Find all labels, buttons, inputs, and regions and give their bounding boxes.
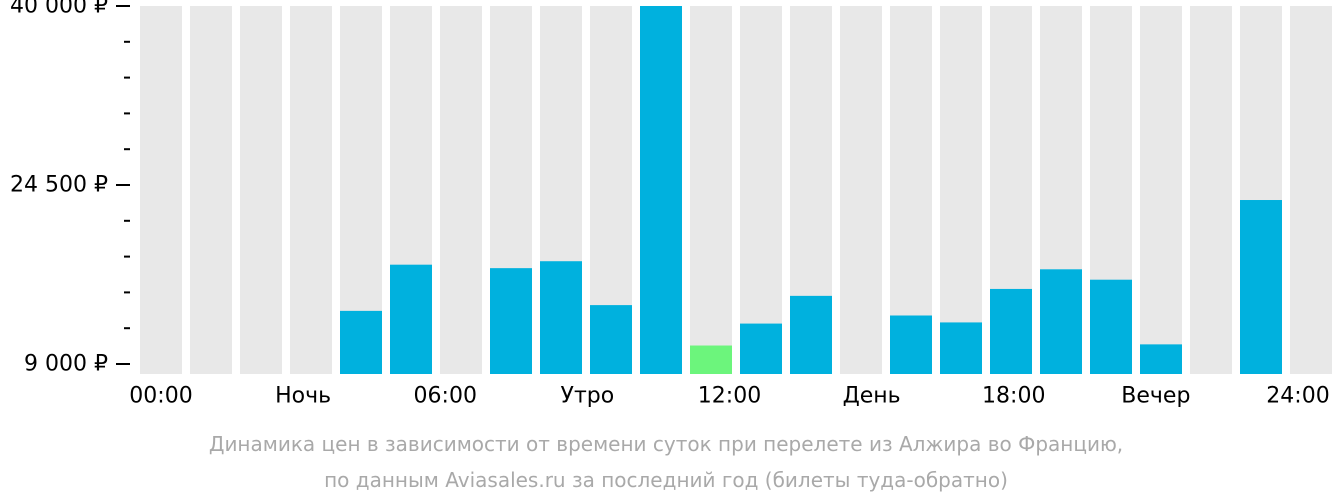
- background-columns: [140, 6, 1332, 374]
- bar-hour-5[interactable]: [390, 264, 432, 374]
- bar-hour-15[interactable]: [890, 315, 932, 374]
- x-tick-label: 00:00: [129, 384, 192, 409]
- y-axis: 40 000 ₽ 24 500 ₽ 9 000 ₽: [10, 0, 130, 377]
- caption-line-1: Динамика цен в зависимости от времени су…: [208, 432, 1124, 456]
- bar-hour-12[interactable]: [740, 323, 782, 374]
- background-column-23: [1290, 6, 1332, 374]
- background-column-2: [240, 6, 282, 374]
- bar-hour-9[interactable]: [590, 305, 632, 374]
- bar-hour-19[interactable]: [1090, 279, 1132, 374]
- bar-hour-13[interactable]: [790, 295, 832, 374]
- x-tick-label: Ночь: [275, 384, 331, 409]
- background-column-21: [1190, 6, 1232, 374]
- background-column-14: [840, 6, 882, 374]
- background-column-3: [290, 6, 332, 374]
- x-tick-label: 12:00: [698, 384, 761, 409]
- x-tick-label: 18:00: [982, 384, 1045, 409]
- caption-line-2: по данным Aviasales.ru за последний год …: [324, 468, 1008, 492]
- y-tick-label: 9 000 ₽: [24, 352, 108, 377]
- y-tick-label: 24 500 ₽: [10, 173, 108, 198]
- bar-hour-7[interactable]: [490, 268, 532, 374]
- background-column-1: [190, 6, 232, 374]
- x-tick-label: День: [843, 384, 901, 409]
- background-column-12: [740, 6, 782, 374]
- background-column-20: [1140, 6, 1182, 374]
- bar-hour-10[interactable]: [640, 6, 682, 374]
- bar-hour-16[interactable]: [940, 322, 982, 374]
- x-axis: 00:00 Ночь 06:00 Утро 12:00 День 18:00 Вечер 24:…: [129, 384, 1329, 409]
- x-tick-label: 24:00: [1266, 384, 1329, 409]
- x-tick-label: Вечер: [1121, 384, 1190, 409]
- chart-plot: 40 000 ₽ 24 500 ₽ 9 000 ₽ 00:00 Ночь 06:00 Ут…: [10, 0, 1332, 409]
- price-bars: [340, 6, 1282, 374]
- bar-hour-17[interactable]: [990, 288, 1032, 374]
- bar-cheapest-hour-11[interactable]: [690, 345, 732, 374]
- x-tick-label: 06:00: [414, 384, 477, 409]
- bar-hour-8[interactable]: [540, 261, 582, 374]
- background-column-0: [140, 6, 182, 374]
- background-column-15: [890, 6, 932, 374]
- x-tick-label: Утро: [561, 384, 615, 409]
- background-column-16: [940, 6, 982, 374]
- background-column-6: [440, 6, 482, 374]
- bar-hour-4[interactable]: [340, 310, 382, 374]
- bar-hour-20[interactable]: [1140, 344, 1182, 374]
- bar-hour-18[interactable]: [1040, 269, 1082, 374]
- background-column-11: [690, 6, 732, 374]
- y-tick-label: 40 000 ₽: [10, 0, 108, 19]
- bar-hour-22[interactable]: [1240, 200, 1282, 374]
